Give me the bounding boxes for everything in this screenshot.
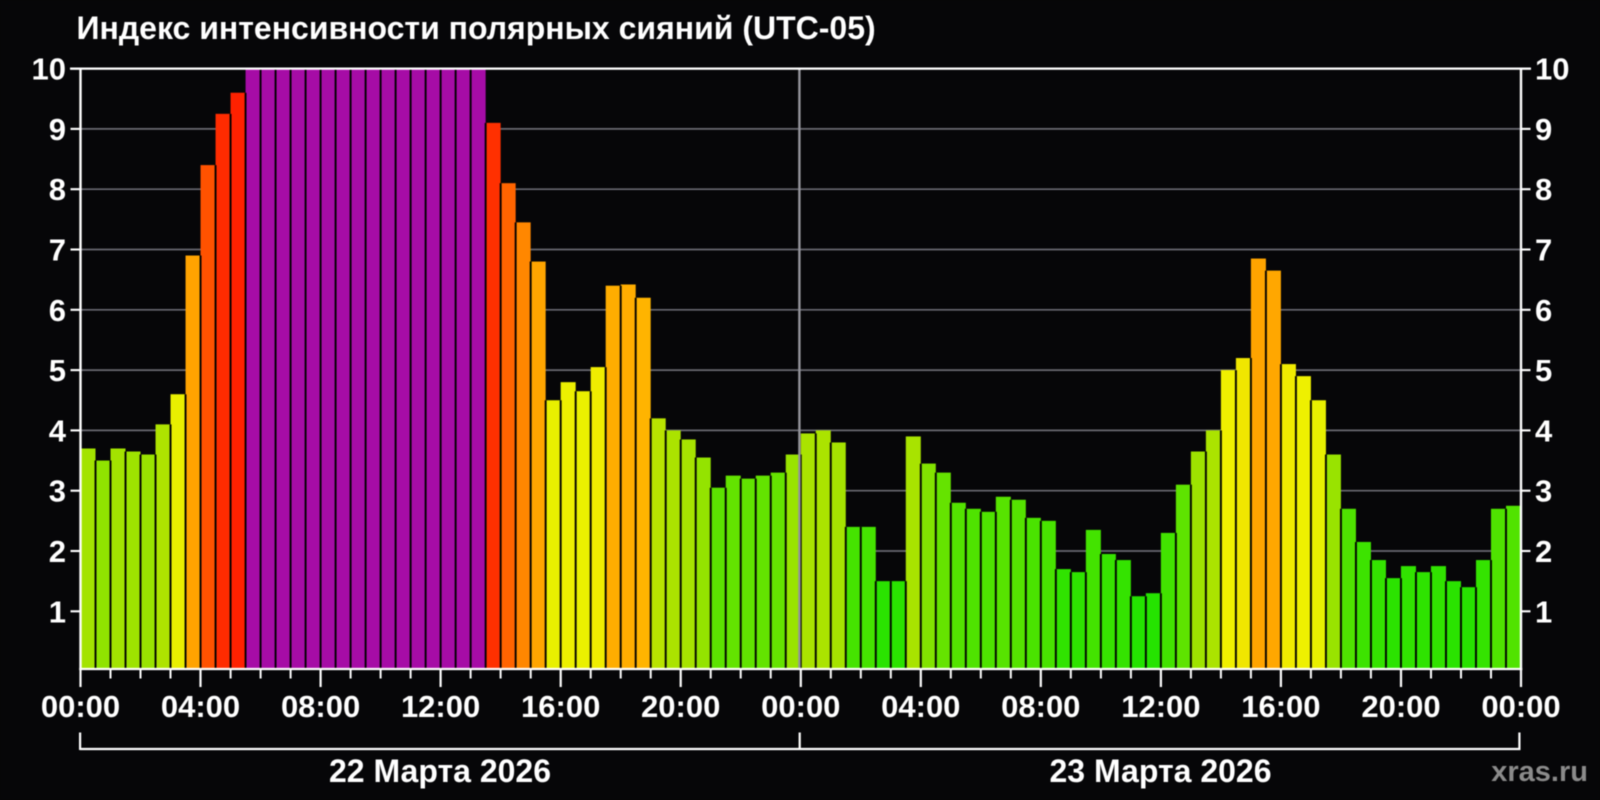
svg-text:5: 5 [49, 353, 66, 388]
svg-text:xras.ru: xras.ru [1491, 756, 1588, 788]
svg-text:4: 4 [49, 413, 67, 448]
svg-text:10: 10 [32, 52, 66, 87]
svg-text:3: 3 [1535, 474, 1552, 509]
svg-text:12:00: 12:00 [1121, 689, 1200, 724]
svg-text:8: 8 [1535, 172, 1552, 207]
svg-text:22 Марта 2026: 22 Марта 2026 [329, 753, 551, 789]
svg-text:04:00: 04:00 [161, 689, 240, 724]
svg-text:Индекс интенсивности полярных: Индекс интенсивности полярных сияний (UT… [77, 10, 876, 46]
svg-text:00:00: 00:00 [1481, 689, 1560, 724]
svg-text:3: 3 [49, 474, 66, 509]
svg-text:8: 8 [49, 172, 66, 207]
svg-text:20:00: 20:00 [1361, 689, 1440, 724]
svg-text:04:00: 04:00 [881, 689, 960, 724]
svg-text:7: 7 [1535, 233, 1552, 268]
svg-text:6: 6 [1535, 293, 1552, 328]
svg-text:5: 5 [1535, 353, 1552, 388]
svg-text:2: 2 [1535, 534, 1552, 569]
svg-text:10: 10 [1535, 52, 1569, 87]
svg-text:9: 9 [49, 112, 66, 147]
svg-text:23 Марта 2026: 23 Марта 2026 [1050, 753, 1272, 789]
svg-text:12:00: 12:00 [401, 689, 480, 724]
svg-text:08:00: 08:00 [281, 689, 360, 724]
svg-text:08:00: 08:00 [1001, 689, 1080, 724]
svg-text:00:00: 00:00 [41, 689, 120, 724]
svg-text:1: 1 [49, 594, 66, 629]
svg-text:4: 4 [1535, 413, 1553, 448]
svg-text:2: 2 [49, 534, 66, 569]
svg-text:9: 9 [1535, 112, 1552, 147]
svg-text:7: 7 [49, 233, 66, 268]
svg-text:1: 1 [1535, 594, 1552, 629]
svg-text:6: 6 [49, 293, 66, 328]
svg-text:20:00: 20:00 [641, 689, 720, 724]
svg-text:16:00: 16:00 [1241, 689, 1320, 724]
svg-text:00:00: 00:00 [761, 689, 840, 724]
svg-text:16:00: 16:00 [521, 689, 600, 724]
